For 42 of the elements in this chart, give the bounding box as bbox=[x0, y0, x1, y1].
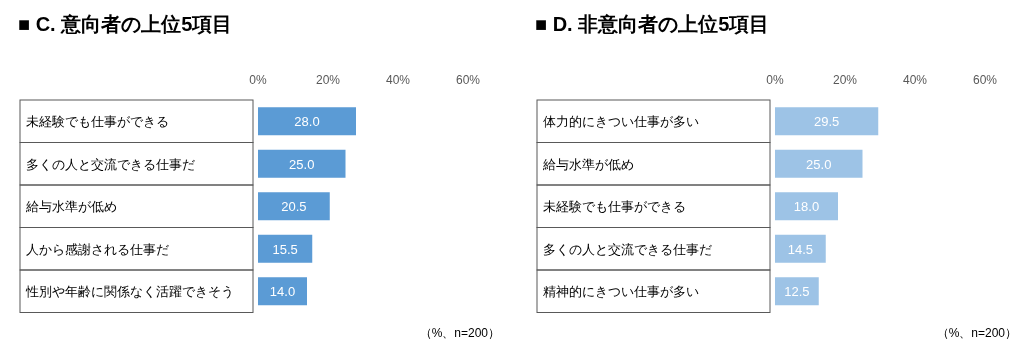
bar bbox=[258, 277, 307, 306]
bar bbox=[775, 234, 826, 263]
data-label: 12.5 bbox=[784, 284, 810, 300]
bar bbox=[775, 277, 819, 306]
data-label: 15.5 bbox=[272, 241, 298, 257]
bar bbox=[775, 149, 863, 178]
bar bbox=[258, 149, 346, 178]
y-tick-label: 給与水準が低め bbox=[542, 156, 634, 172]
x-tick-label: 60% bbox=[972, 73, 998, 87]
y-tick-label: 精神的にきつい仕事が多い bbox=[543, 284, 699, 300]
x-tick-label: 40% bbox=[385, 73, 411, 87]
y-tick-label: 性別や年齢に関係なく活躍できそう bbox=[25, 284, 234, 300]
x-tick-label: 20% bbox=[315, 73, 341, 87]
chart-title: ■ D. 非意向者の上位5項目 bbox=[535, 13, 770, 35]
text: （%、n=200） bbox=[936, 326, 1017, 340]
data-label: 18.0 bbox=[793, 199, 820, 215]
x-tick-label: 20% bbox=[832, 73, 858, 87]
data-label: 14.0 bbox=[269, 284, 296, 300]
data-label: 28.0 bbox=[294, 114, 320, 130]
bar bbox=[775, 107, 879, 136]
y-tick-label: 給与水準が低め bbox=[25, 199, 117, 215]
y-tick-label: 多くの人と交流できる仕事だ bbox=[26, 156, 195, 172]
bar bbox=[258, 234, 313, 263]
bar bbox=[775, 192, 838, 221]
data-label: 14.5 bbox=[787, 241, 814, 257]
y-tick-label: 未経験でも仕事ができる bbox=[26, 114, 169, 130]
data-label: 29.5 bbox=[813, 114, 840, 130]
x-tick-label: 40% bbox=[902, 73, 928, 87]
x-tick-label: 60% bbox=[455, 73, 481, 87]
y-tick-label: 多くの人と交流できる仕事だ bbox=[543, 241, 712, 257]
bar bbox=[258, 107, 356, 136]
y-tick-label: 人から感謝される仕事だ bbox=[26, 241, 169, 257]
y-tick-label: 未経験でも仕事ができる bbox=[543, 199, 686, 215]
data-label: 25.0 bbox=[289, 156, 315, 172]
data-label: 25.0 bbox=[806, 156, 832, 172]
data-label: 20.5 bbox=[281, 199, 307, 215]
x-tick-label: 0% bbox=[249, 73, 267, 87]
bar bbox=[258, 192, 330, 221]
chart-title: ■ C. 意向者の上位5項目 bbox=[18, 13, 233, 35]
x-tick-label: 0% bbox=[766, 73, 784, 87]
y-tick-label: 体力的にきつい仕事が多い bbox=[543, 114, 699, 130]
text: （%、n=200） bbox=[419, 326, 500, 340]
